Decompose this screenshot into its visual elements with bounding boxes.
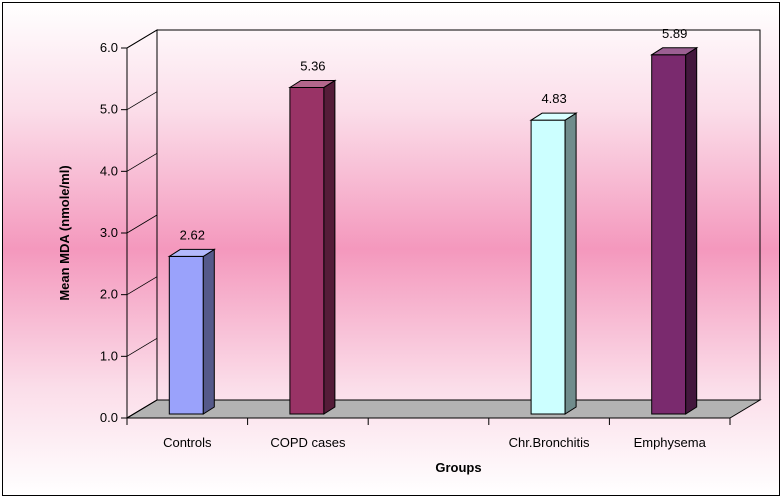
bar-chr-bronchitis: [529, 112, 578, 415]
y-depth-tick: [126, 399, 158, 419]
y-tick-label: 3.0: [100, 225, 118, 240]
bar-front: [651, 54, 687, 415]
x-tick-label: Chr.Bronchitis: [509, 435, 590, 450]
y-depth-tick: [126, 276, 158, 296]
bar-top: [529, 112, 578, 121]
bar-side: [564, 112, 577, 415]
data-label: 2.62: [180, 227, 205, 242]
y-tick-label: 0.0: [100, 410, 118, 425]
y-depth-tick: [126, 152, 158, 172]
bar-top: [649, 47, 699, 56]
y-depth-tick: [126, 29, 158, 49]
data-label: 5.36: [300, 58, 325, 73]
y-tick-label: 1.0: [100, 348, 118, 363]
bar-top: [288, 79, 337, 88]
bar-controls: [167, 248, 217, 415]
bar-front: [289, 86, 325, 415]
y-tick-label: 5.0: [100, 102, 118, 117]
bar-top: [167, 248, 217, 257]
bar-front: [168, 255, 204, 415]
data-label: 5.89: [662, 26, 687, 41]
y-axis-title: Mean MDA (nmole/ml): [57, 165, 72, 300]
x-tick-label: Emphysema: [634, 435, 707, 450]
bar-emphysema: [649, 46, 699, 415]
bar-side: [323, 79, 336, 415]
bar-copd-cases: [288, 79, 337, 415]
bar-chart: 0.0 1.0 2.0 3.0 4.0 5.0 6.0 Controls 2.62 COPD c…: [57, 26, 762, 475]
y-depth-tick: [126, 214, 158, 234]
y-depth-tick: [126, 337, 158, 357]
x-axis-title: Groups: [435, 460, 481, 475]
data-label: 4.83: [541, 91, 566, 106]
x-tick-label: COPD cases: [270, 435, 346, 450]
bar-side: [202, 248, 215, 415]
bar-front: [530, 119, 566, 415]
bar-side: [685, 46, 698, 415]
y-tick-label: 4.0: [100, 163, 118, 178]
y-tick-label: 2.0: [100, 287, 118, 302]
x-tick-label: Controls: [163, 435, 212, 450]
y-depth-tick: [126, 91, 158, 111]
y-tick-label: 6.0: [100, 40, 118, 55]
